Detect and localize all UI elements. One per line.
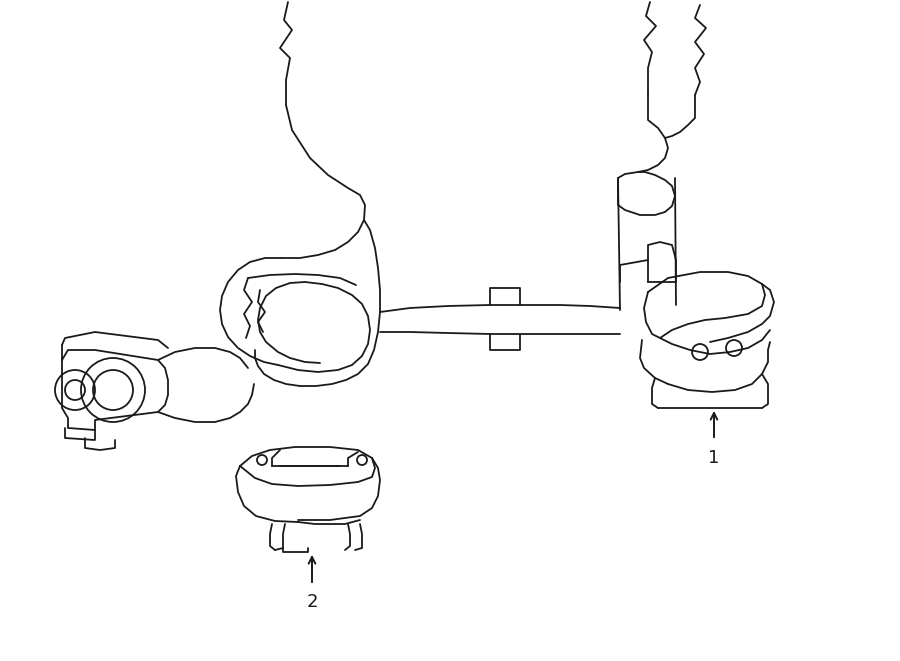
Text: 1: 1: [708, 449, 720, 467]
Text: 2: 2: [306, 593, 318, 611]
